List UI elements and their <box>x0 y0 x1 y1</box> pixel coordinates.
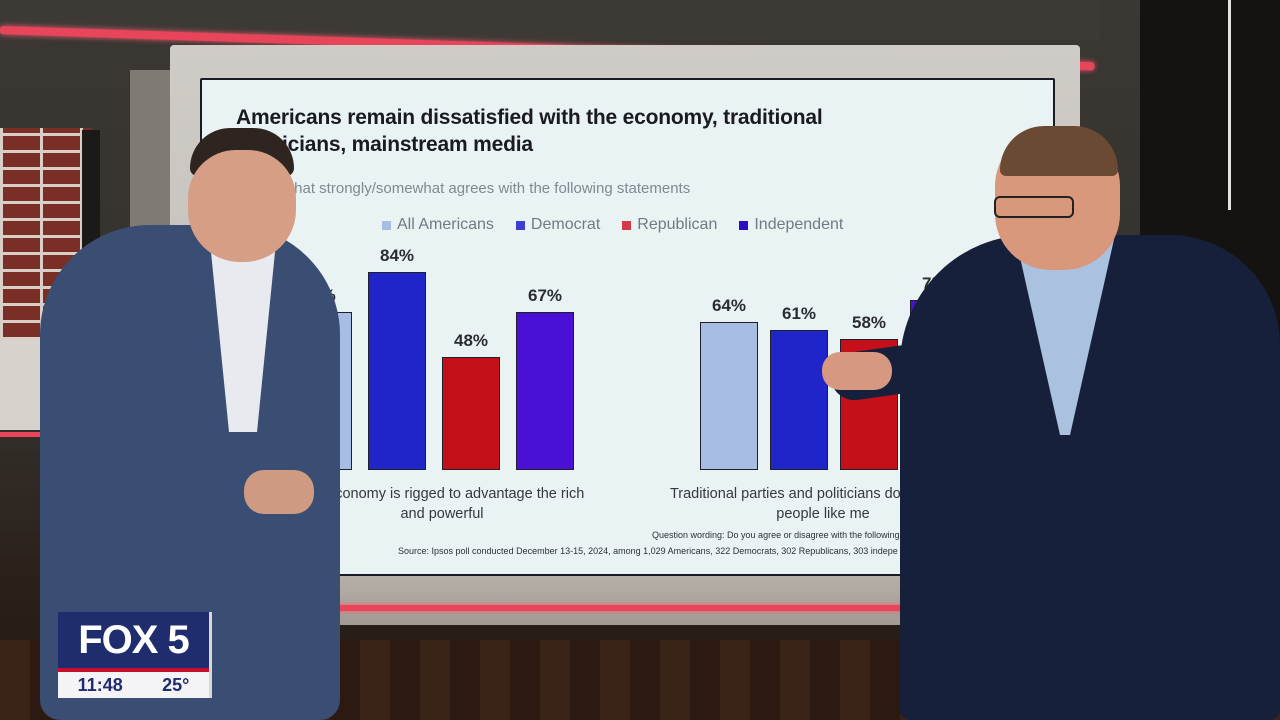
legend-swatch <box>515 220 525 230</box>
video-wall-base <box>260 570 930 625</box>
question-wording: Question wording: Do you agree or disagr… <box>652 530 930 540</box>
bar-all-americans: 64% <box>700 296 758 470</box>
bug-red-stripe <box>58 668 209 672</box>
chart-subtitle: that strongly/somewhat agrees with the f… <box>290 180 691 197</box>
red-led-strip-bottom <box>264 605 924 611</box>
glasses <box>994 196 1074 218</box>
legend-swatch <box>622 220 632 230</box>
legend-item-all-americans: All Americans <box>382 216 494 234</box>
temperature: 25° <box>162 674 190 695</box>
chart-legend: All Americans Democrat Republican Indepe… <box>382 216 843 234</box>
studio-light-line <box>1228 0 1231 210</box>
chart-title: Americans remain dissatisfied with the e… <box>236 104 996 158</box>
chart-title-line2: icians, mainstream media <box>282 133 533 156</box>
station-logo: FOX 5 <box>58 612 209 668</box>
legend-swatch <box>382 220 391 230</box>
bar-republican: 48% <box>442 331 500 470</box>
legend-swatch <box>739 220 749 230</box>
clock-time: 11:48 <box>77 674 123 695</box>
bar-independent: 67% <box>516 286 574 470</box>
station-bug: FOX 5 11:48 25° <box>58 612 212 698</box>
legend-item-democrat: Democrat <box>515 216 600 234</box>
bug-info: 11:48 25° <box>58 672 209 698</box>
chart-title-line1: Americans remain dissatisfied with the e… <box>236 106 823 129</box>
source-note: Source: Ipsos poll conducted December 13… <box>398 546 898 556</box>
legend-item-independent: Independent <box>739 216 843 234</box>
bar-democrat: 61% <box>770 304 828 470</box>
red-led-strip-left <box>0 432 60 437</box>
legend-item-republican: Republican <box>622 216 717 234</box>
bar-democrat: 84% <box>368 246 426 470</box>
